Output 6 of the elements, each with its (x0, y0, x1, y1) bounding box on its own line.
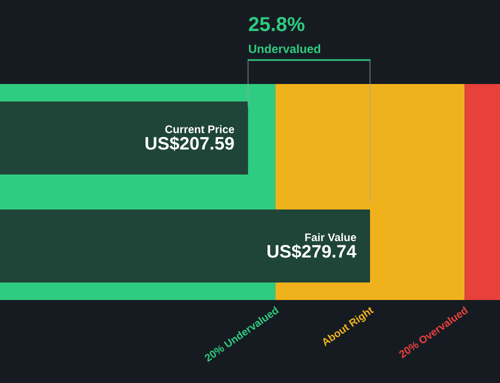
y-tick-label: Current Price (165, 125, 234, 134)
text: 25.8% (248, 17, 304, 32)
text: Undervalued (248, 44, 320, 54)
data-label: US$207.59 (146, 136, 234, 151)
data-label: US$279.74 (268, 244, 356, 259)
y-tick-label: Fair Value (305, 233, 356, 242)
